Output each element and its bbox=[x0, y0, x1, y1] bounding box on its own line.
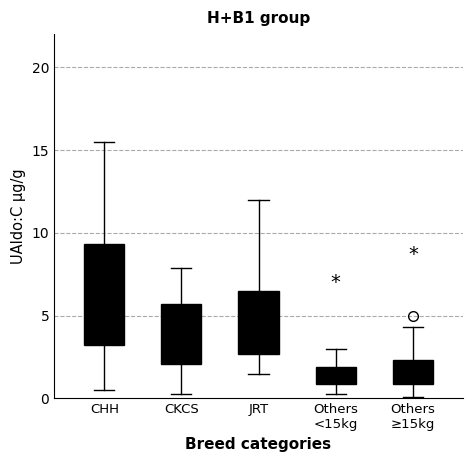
PathPatch shape bbox=[393, 360, 433, 383]
Text: *: * bbox=[330, 273, 341, 292]
Title: H+B1 group: H+B1 group bbox=[207, 11, 310, 26]
PathPatch shape bbox=[84, 244, 124, 345]
PathPatch shape bbox=[161, 304, 201, 364]
X-axis label: Breed categories: Breed categories bbox=[185, 437, 332, 452]
Y-axis label: UAIdo:C μg/g: UAIdo:C μg/g bbox=[11, 169, 26, 264]
PathPatch shape bbox=[316, 367, 356, 383]
PathPatch shape bbox=[238, 291, 279, 354]
Text: *: * bbox=[407, 245, 419, 264]
